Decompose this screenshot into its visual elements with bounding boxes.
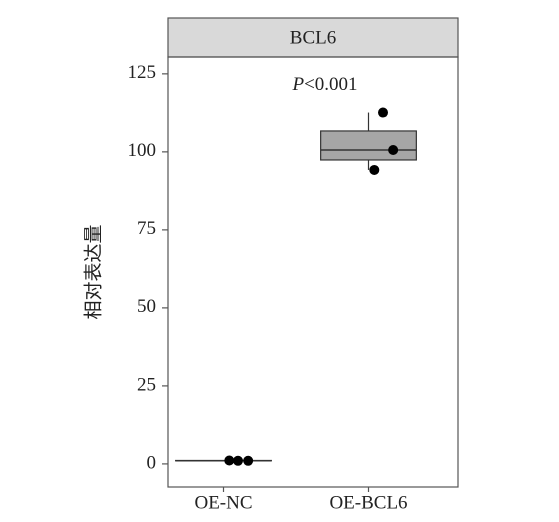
point <box>369 164 380 175</box>
y-tick-label: 25 <box>137 374 156 395</box>
y-tick-label: 0 <box>147 452 157 473</box>
y-tick-label: 125 <box>128 62 157 83</box>
point <box>224 455 235 466</box>
x-tick-label: OE-BCL6 <box>329 492 407 513</box>
annotation: P<0.001 <box>291 74 357 95</box>
panel <box>167 56 459 488</box>
y-tick-label: 50 <box>137 296 156 317</box>
annotation-rest: <0.001 <box>304 74 357 95</box>
y-tick-label: 100 <box>128 140 157 161</box>
x-tick-label: OE-NC <box>194 492 252 513</box>
box <box>320 130 417 161</box>
y-axis-label: 相对表达量 <box>82 224 104 319</box>
y-tick-label: 75 <box>137 218 156 239</box>
point <box>388 144 399 155</box>
strip-title: BCL6 <box>290 27 336 48</box>
point <box>243 455 254 466</box>
point <box>378 107 388 118</box>
annotation-p: P <box>291 74 304 95</box>
strip <box>167 17 459 58</box>
point <box>233 455 243 466</box>
